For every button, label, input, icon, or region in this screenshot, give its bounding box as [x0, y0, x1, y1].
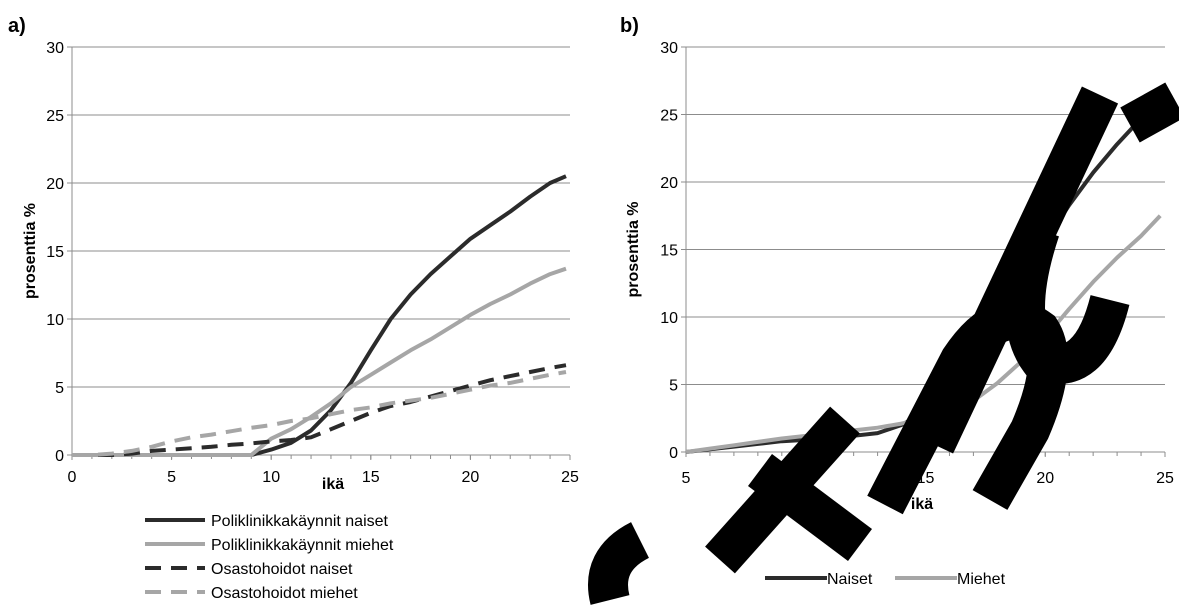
x-tick-label: 10	[262, 469, 280, 486]
legend-label: Osastohoidot miehet	[211, 585, 358, 602]
x-tick-label: 25	[1156, 470, 1174, 487]
panel-label: b)	[620, 15, 639, 37]
legend-a: Poliklinikkakäynnit naiset Poliklinikkakä…	[145, 513, 394, 602]
legend-label: Poliklinikkakäynnit miehet	[211, 537, 394, 554]
y-tick-label: 10	[46, 312, 64, 329]
y-tick-label: 0	[669, 445, 678, 462]
y-tick-label: 25	[46, 108, 64, 125]
y-tick-label: 20	[660, 175, 678, 192]
x-tick-label: 5	[682, 470, 691, 487]
series-line-a-1	[72, 269, 566, 455]
chart-a: 0 5 10 15 20 25 30 0 5 10 15 20 25 ikä prosenttia % a) P…	[8, 15, 579, 602]
y-tick-label: 5	[669, 378, 678, 395]
y-axis-label: prosenttia %	[625, 201, 642, 297]
watermark-stroke	[1130, 100, 1175, 125]
panel-label: a)	[8, 15, 26, 37]
watermark	[608, 95, 1175, 600]
x-axis-label: ikä	[322, 476, 344, 493]
y-tick-label: 30	[660, 40, 678, 57]
y-tick-label: 20	[46, 176, 64, 193]
watermark-stroke	[608, 540, 640, 600]
x-axis-label: ikä	[911, 496, 933, 513]
x-tick-label: 20	[1036, 470, 1054, 487]
legend-b: Naiset Miehet	[765, 571, 1006, 588]
x-tick-label: 5	[167, 469, 176, 486]
y-tick-label: 25	[660, 108, 678, 125]
legend-label: Naiset	[827, 571, 873, 588]
x-tick-label: 20	[462, 469, 480, 486]
y-tick-label: 15	[46, 244, 64, 261]
legend-label: Miehet	[957, 571, 1006, 588]
y-tick-label: 10	[660, 310, 678, 327]
y-axis-label: prosenttia %	[22, 203, 39, 299]
x-tick-label: 25	[561, 469, 579, 486]
y-tick-label: 0	[55, 448, 64, 465]
legend-label: Poliklinikkakäynnit naiset	[211, 513, 389, 530]
y-tick-label: 5	[55, 380, 64, 397]
x-tick-label: 15	[362, 469, 380, 486]
y-tick-label: 30	[46, 40, 64, 57]
y-tick-label: 15	[660, 243, 678, 260]
x-tick-label: 0	[68, 469, 77, 486]
legend-label: Osastohoidot naiset	[211, 561, 353, 578]
